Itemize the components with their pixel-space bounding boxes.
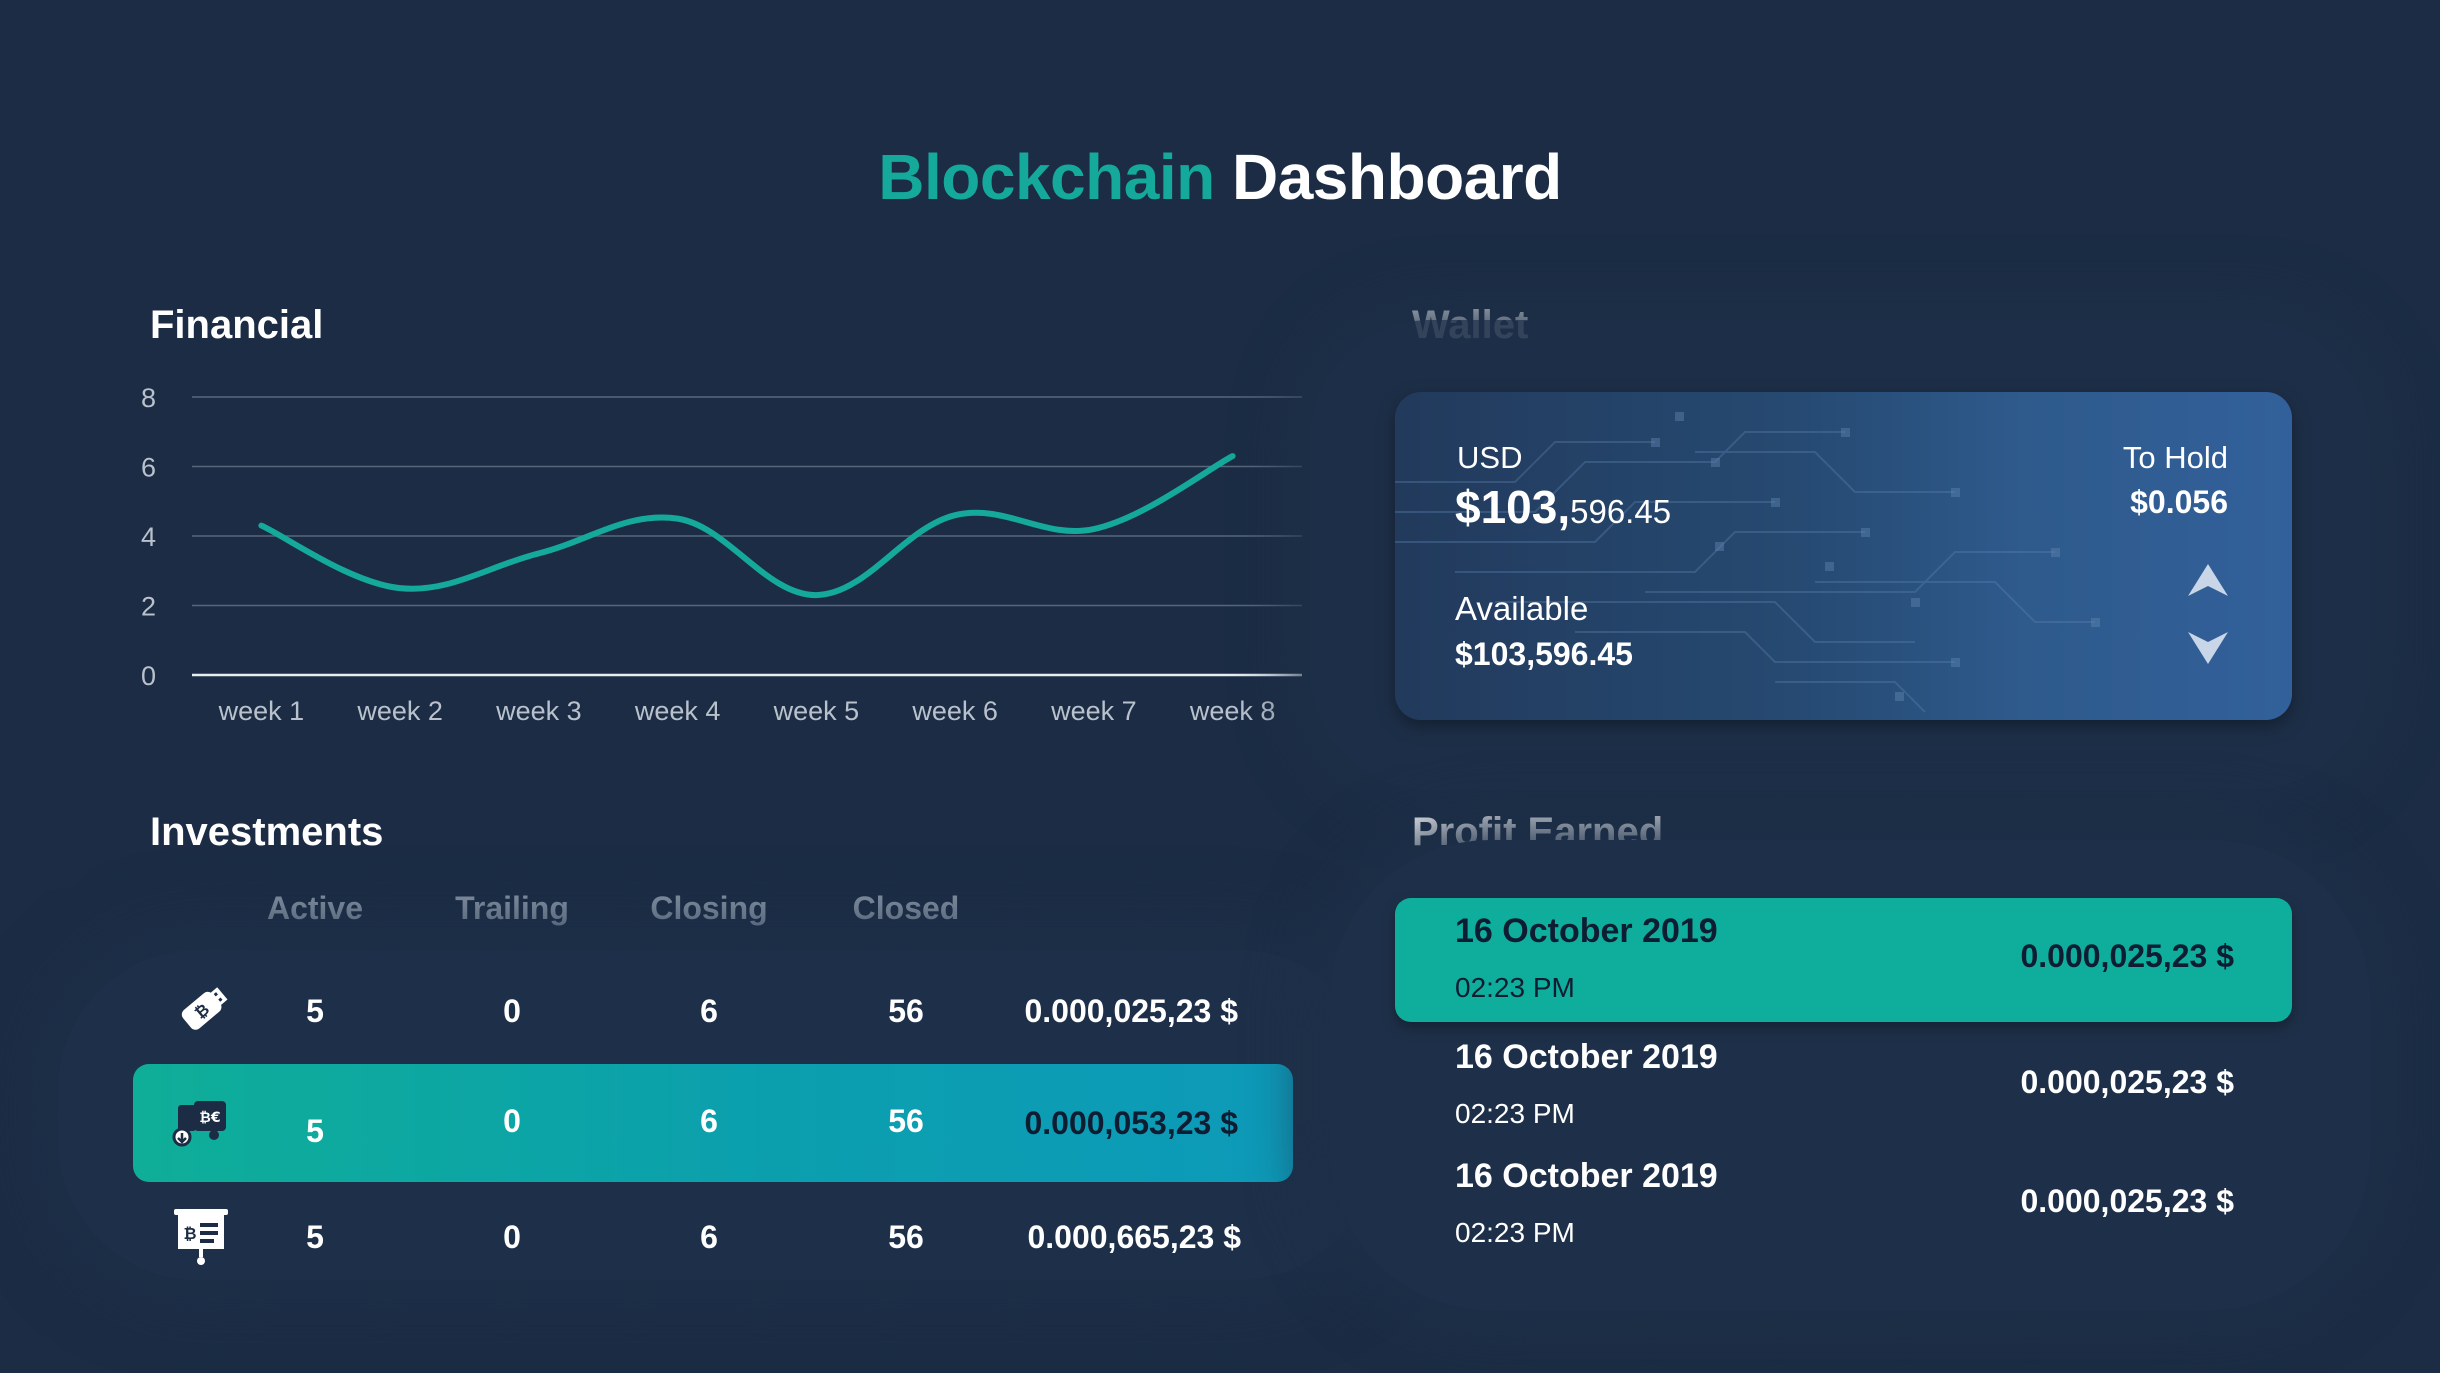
col-header-closing: Closing bbox=[650, 890, 768, 926]
usd-label: USD bbox=[1457, 440, 1523, 475]
profit-row-selected[interactable]: 16 October 2019 02:23 PM 0.000,025,23 $ bbox=[1395, 898, 2292, 1022]
available-value: $103,596.45 bbox=[1455, 636, 1633, 672]
profit-row[interactable]: 16 October 2019 02:23 PM 0.000,025,23 $ bbox=[1395, 1143, 2292, 1267]
financial-title: Financial bbox=[150, 303, 324, 347]
profit-amount: 0.000,025,23 $ bbox=[2020, 1064, 2234, 1100]
row-active: 5 bbox=[306, 1113, 324, 1149]
profit-time: 02:23 PM bbox=[1455, 1098, 1575, 1129]
usd-value-main: $103, bbox=[1455, 481, 1571, 533]
investment-row[interactable]: ₿ 5 0 6 56 0.000,665,23 $ bbox=[133, 1178, 1293, 1296]
x-tick-label: week 3 bbox=[495, 696, 582, 726]
row-amount: 0.000,665,23 $ bbox=[1027, 1219, 1241, 1255]
usd-value: $103,596.45 bbox=[1455, 480, 1671, 534]
y-tick-label: 4 bbox=[141, 522, 156, 552]
col-header-trailing: Trailing bbox=[455, 890, 569, 926]
profit-date: 16 October 2019 bbox=[1455, 912, 1718, 950]
row-closing: 6 bbox=[700, 993, 718, 1029]
row-closing: 6 bbox=[700, 1219, 718, 1255]
financial-line-chart: 0 2 4 6 8 week 1 week 2 week 3 week 4 week 5 week … bbox=[141, 383, 1302, 726]
arrow-down-icon[interactable] bbox=[2186, 630, 2230, 666]
col-header-active: Active bbox=[266, 890, 364, 926]
x-tick-label: week 4 bbox=[634, 696, 721, 726]
x-tick-label: week 2 bbox=[356, 696, 443, 726]
x-tick-label: week 5 bbox=[773, 696, 860, 726]
x-tick-label: week 8 bbox=[1189, 696, 1276, 726]
y-tick-label: 2 bbox=[141, 592, 156, 622]
row-active: 5 bbox=[306, 993, 324, 1029]
svg-text:₿€: ₿€ bbox=[199, 1110, 220, 1126]
y-tick-label: 8 bbox=[141, 383, 156, 413]
investments-title: Investments bbox=[150, 810, 384, 854]
y-tick-label: 0 bbox=[141, 661, 156, 691]
page-title: Blockchain Dashboard bbox=[0, 140, 2440, 214]
profit-time: 02:23 PM bbox=[1455, 1217, 1575, 1248]
profit-amount: 0.000,025,23 $ bbox=[2020, 1183, 2234, 1219]
row-closed: 56 bbox=[888, 1103, 924, 1139]
row-trailing: 0 bbox=[503, 993, 521, 1029]
x-tick-label: week 6 bbox=[911, 696, 998, 726]
usd-value-cents: 596.45 bbox=[1570, 493, 1672, 530]
title-accent: Blockchain bbox=[878, 141, 1215, 213]
presentation-board-icon: ₿ bbox=[174, 1209, 228, 1265]
circuit-pattern bbox=[1395, 412, 2100, 713]
row-trailing: 0 bbox=[503, 1103, 521, 1139]
profit-amount: 0.000,025,23 $ bbox=[2020, 938, 2234, 974]
series-line bbox=[258, 453, 1236, 599]
arrow-up-icon[interactable] bbox=[2186, 562, 2230, 598]
investment-row-selected[interactable]: ₿€ 5 0 6 56 0.000,053,23 $ bbox=[133, 1064, 1293, 1182]
col-header-closed: Closed bbox=[852, 890, 960, 926]
row-closed: 56 bbox=[888, 1219, 924, 1255]
x-tick-label: week 7 bbox=[1050, 696, 1137, 726]
crypto-truck-icon: ₿€ bbox=[172, 1101, 226, 1147]
profit-date: 16 October 2019 bbox=[1455, 1038, 1718, 1076]
row-amount: 0.000,025,23 $ bbox=[1024, 993, 1238, 1029]
title-rest: Dashboard bbox=[1231, 141, 1562, 213]
svg-text:₿: ₿ bbox=[183, 1224, 196, 1243]
y-tick-label: 6 bbox=[141, 453, 156, 483]
investment-row[interactable]: ₿ 5 0 6 56 0.000,025,23 $ bbox=[133, 952, 1293, 1070]
profit-row[interactable]: 16 October 2019 02:23 PM 0.000,025,23 $ bbox=[1395, 1024, 2292, 1148]
to-hold-label: To Hold bbox=[2122, 440, 2228, 475]
row-active: 5 bbox=[306, 1219, 324, 1255]
available-label: Available bbox=[1455, 590, 1589, 627]
profit-time: 02:23 PM bbox=[1455, 972, 1575, 1003]
usb-drive-icon: ₿ bbox=[181, 987, 228, 1030]
to-hold-value: $0.056 bbox=[2130, 484, 2228, 520]
row-closing: 6 bbox=[700, 1103, 718, 1139]
x-tick-label: week 1 bbox=[218, 696, 305, 726]
row-trailing: 0 bbox=[503, 1219, 521, 1255]
row-amount: 0.000,053,23 $ bbox=[1024, 1105, 1238, 1141]
profit-date: 16 October 2019 bbox=[1455, 1157, 1718, 1195]
wallet-card: USD $103,596.45 Available $103,596.45 To… bbox=[1395, 392, 2292, 720]
row-closed: 56 bbox=[888, 993, 924, 1029]
